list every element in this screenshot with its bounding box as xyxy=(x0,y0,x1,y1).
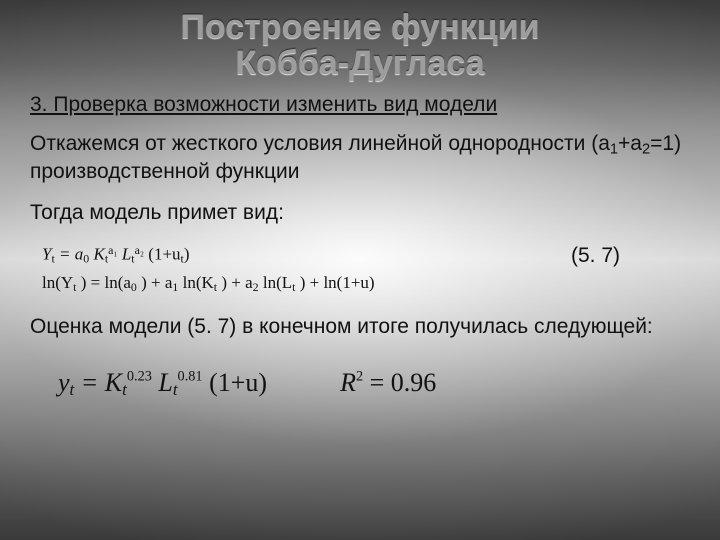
eq1-tail: (1+u xyxy=(148,244,180,263)
fin-yt: t xyxy=(70,381,75,400)
fin-rval: = 0.96 xyxy=(363,368,436,397)
eq2-yt: t xyxy=(73,280,76,294)
eq2-a1s: 1 xyxy=(172,280,178,294)
eq2-a1: ) + a xyxy=(141,273,172,292)
eq2-lny: ln(Y xyxy=(42,273,73,292)
fin-tail: (1+u) xyxy=(209,368,267,397)
eq2-tail: ) + ln(1+u) xyxy=(300,273,375,292)
eq2-a2: ) + a xyxy=(221,273,252,292)
fin-e1: 0.23 xyxy=(127,369,152,385)
slide: Построение функции Кобба-Дугласа 3. Пров… xyxy=(0,0,720,540)
equation-line-2: ln(Yt ) = ln(a0 ) + a1 ln(Kt ) + a2 ln(L… xyxy=(42,269,690,298)
eq1-k: K xyxy=(93,244,104,263)
fin-l: L xyxy=(158,368,172,397)
eq1-l: L xyxy=(122,244,131,263)
title-line-2: Кобба-Дугласа xyxy=(30,46,690,82)
slide-title: Построение функции Кобба-Дугласа xyxy=(30,10,690,81)
eq2-lna0: ) = ln(a xyxy=(81,273,131,292)
final-equation: yt = Kt0.23 Lt0.81 (1+u) R2 = 0.96 xyxy=(58,368,690,400)
paragraph-2: Тогда модель примет вид: xyxy=(30,200,690,226)
eq1-close: ) xyxy=(184,244,190,263)
title-line-1: Построение функции xyxy=(30,10,690,46)
eq2-a0: 0 xyxy=(131,280,137,294)
fin-k: = K xyxy=(81,368,122,397)
equation-block: Yt = a0 Kta₁ Lta₂ (1+ut) ln(Yt ) = ln(a0… xyxy=(42,240,690,298)
section-heading: 3. Проверка возможности изменить вид мод… xyxy=(30,93,690,117)
paragraph-3: Оценка модели (5. 7) в конечном итоге по… xyxy=(30,314,690,340)
eq1-ka1: a₁ xyxy=(108,243,117,257)
eq2-lnk: ln(K xyxy=(183,273,214,292)
eq1-la2: a₂ xyxy=(135,243,144,257)
eq2-a2s: 2 xyxy=(253,280,259,294)
equation-number: (5. 7) xyxy=(571,244,620,268)
eq1-a0: 0 xyxy=(83,251,89,265)
eq1-yt: t xyxy=(51,251,54,265)
eq2-kt: t xyxy=(214,280,217,294)
eq1-eq-a0: = a xyxy=(59,244,83,263)
fin-y: y xyxy=(58,368,70,397)
p1-sub2: 2 xyxy=(642,142,650,158)
eq2-lnl: ln(L xyxy=(263,273,292,292)
p1-a: Откажемся от жесткого условия линейной о… xyxy=(30,132,610,155)
eq2-lt: t xyxy=(292,280,295,294)
fin-r: R xyxy=(340,368,356,397)
fin-e2: 0.81 xyxy=(178,369,203,385)
p1-b: +a xyxy=(618,132,642,155)
p1-sub1: 1 xyxy=(610,142,618,158)
paragraph-1: Откажемся от жесткого условия линейной о… xyxy=(30,131,690,185)
